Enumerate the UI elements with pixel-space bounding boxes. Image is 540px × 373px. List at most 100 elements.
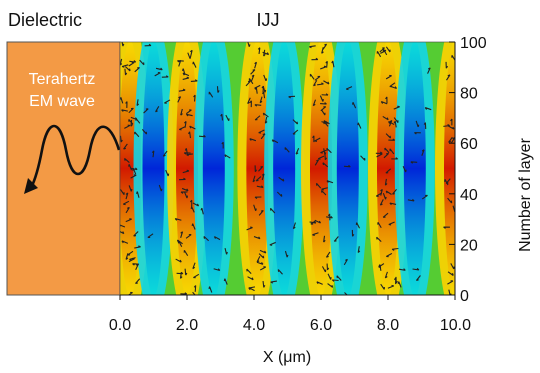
vortex-marker bbox=[447, 271, 454, 276]
vortex-marker bbox=[410, 161, 418, 164]
vortex-marker bbox=[351, 229, 355, 237]
vortex-marker bbox=[309, 73, 315, 80]
vortex-marker bbox=[320, 65, 327, 70]
vortex-marker bbox=[388, 121, 395, 126]
vortex-marker bbox=[447, 197, 453, 204]
vortex-marker bbox=[393, 120, 397, 128]
vortex-marker bbox=[284, 250, 289, 258]
vortex-marker bbox=[323, 235, 326, 243]
vortex-marker bbox=[327, 213, 331, 221]
field-stripe-blue bbox=[403, 42, 426, 295]
vortex-marker bbox=[327, 273, 332, 280]
vortex-marker bbox=[375, 151, 383, 154]
vortex-marker bbox=[256, 185, 264, 189]
vortex-marker bbox=[121, 109, 128, 112]
vortex-marker bbox=[254, 165, 258, 173]
vortex-marker bbox=[178, 88, 186, 92]
vortex-marker bbox=[321, 266, 327, 273]
vortex-marker bbox=[147, 233, 154, 238]
vortex-marker bbox=[395, 276, 398, 284]
vortex-marker bbox=[269, 241, 276, 246]
vortex-marker bbox=[191, 223, 196, 230]
vortex-marker bbox=[127, 291, 133, 295]
vortex-marker bbox=[352, 102, 357, 109]
vortex-marker bbox=[124, 124, 131, 129]
vortex-marker bbox=[321, 187, 328, 191]
vortex-marker bbox=[392, 188, 397, 195]
vortex-marker bbox=[221, 141, 224, 149]
terahertz-label: Terahertz bbox=[29, 71, 96, 88]
vortex-marker bbox=[259, 266, 267, 271]
vortex-marker bbox=[250, 69, 256, 75]
vortex-marker bbox=[284, 147, 290, 153]
vortex-marker bbox=[208, 286, 213, 293]
vortex-marker bbox=[124, 66, 131, 72]
vortex-marker bbox=[314, 75, 321, 81]
vortex-marker bbox=[312, 232, 319, 236]
vortex-marker bbox=[315, 182, 322, 189]
x-tick-label: 10.0 bbox=[440, 317, 471, 334]
vortex-marker bbox=[136, 191, 140, 198]
vortex-marker bbox=[134, 131, 140, 138]
vortex-marker bbox=[450, 263, 455, 270]
vortex-marker bbox=[134, 245, 141, 249]
vortex-marker bbox=[133, 231, 139, 237]
vortex-marker bbox=[355, 222, 361, 229]
vortex-marker bbox=[192, 262, 196, 270]
vortex-marker bbox=[393, 105, 400, 110]
vortex-marker bbox=[323, 80, 330, 85]
field-stripe-blue bbox=[142, 42, 165, 295]
vortex-marker bbox=[155, 106, 160, 113]
vortex-marker bbox=[276, 191, 283, 197]
y-tick-label: 40 bbox=[460, 187, 478, 204]
vortex-marker bbox=[325, 60, 328, 68]
vortex-marker bbox=[385, 190, 392, 195]
vortex-marker bbox=[389, 202, 397, 206]
vortex-marker bbox=[261, 173, 265, 181]
ijj-label: IJJ bbox=[256, 10, 279, 30]
vortex-marker bbox=[254, 61, 258, 69]
vortex-marker bbox=[380, 283, 385, 290]
vortex-marker bbox=[124, 68, 128, 76]
vortex-marker bbox=[188, 131, 192, 139]
vortex-marker bbox=[220, 113, 224, 121]
vortex-marker bbox=[331, 279, 339, 282]
vortex-marker bbox=[193, 273, 200, 279]
vortex-marker bbox=[384, 147, 390, 154]
vortex-marker bbox=[256, 261, 264, 265]
vortex-marker bbox=[136, 99, 140, 106]
vortex-marker bbox=[250, 74, 255, 82]
vortex-marker bbox=[213, 236, 221, 241]
vortex-marker bbox=[252, 175, 256, 183]
vortex-marker bbox=[128, 107, 134, 114]
vortex-marker bbox=[415, 275, 421, 281]
vortex-marker bbox=[134, 67, 140, 73]
y-axis-label: Number of layer bbox=[517, 137, 534, 251]
vortex-marker bbox=[386, 252, 393, 258]
vortex-marker bbox=[120, 58, 123, 66]
vortex-marker bbox=[321, 93, 329, 96]
vortex-marker bbox=[193, 285, 197, 292]
vortex-marker bbox=[254, 196, 262, 199]
vortex-marker bbox=[262, 85, 267, 93]
vortex-marker bbox=[295, 148, 300, 155]
vortex-marker bbox=[216, 86, 220, 93]
vortex-marker bbox=[129, 60, 137, 63]
vortex-marker bbox=[258, 253, 265, 259]
vortex-marker bbox=[258, 210, 264, 216]
vortex-marker bbox=[320, 189, 327, 196]
vortex-marker bbox=[180, 108, 183, 116]
vortex-marker bbox=[141, 128, 148, 135]
vortex-marker bbox=[162, 150, 168, 157]
vortex-marker bbox=[377, 221, 382, 229]
vortex-marker bbox=[421, 149, 425, 156]
vortex-marker bbox=[382, 49, 388, 56]
vortex-marker bbox=[253, 236, 261, 240]
vortex-marker bbox=[165, 169, 170, 177]
field-stripe-blue bbox=[336, 42, 359, 295]
vortex-marker bbox=[155, 67, 163, 71]
vortex-marker bbox=[258, 129, 265, 134]
vortex-marker bbox=[258, 165, 264, 172]
vortex-marker bbox=[317, 155, 325, 160]
x-tick-label: 6.0 bbox=[310, 317, 332, 334]
